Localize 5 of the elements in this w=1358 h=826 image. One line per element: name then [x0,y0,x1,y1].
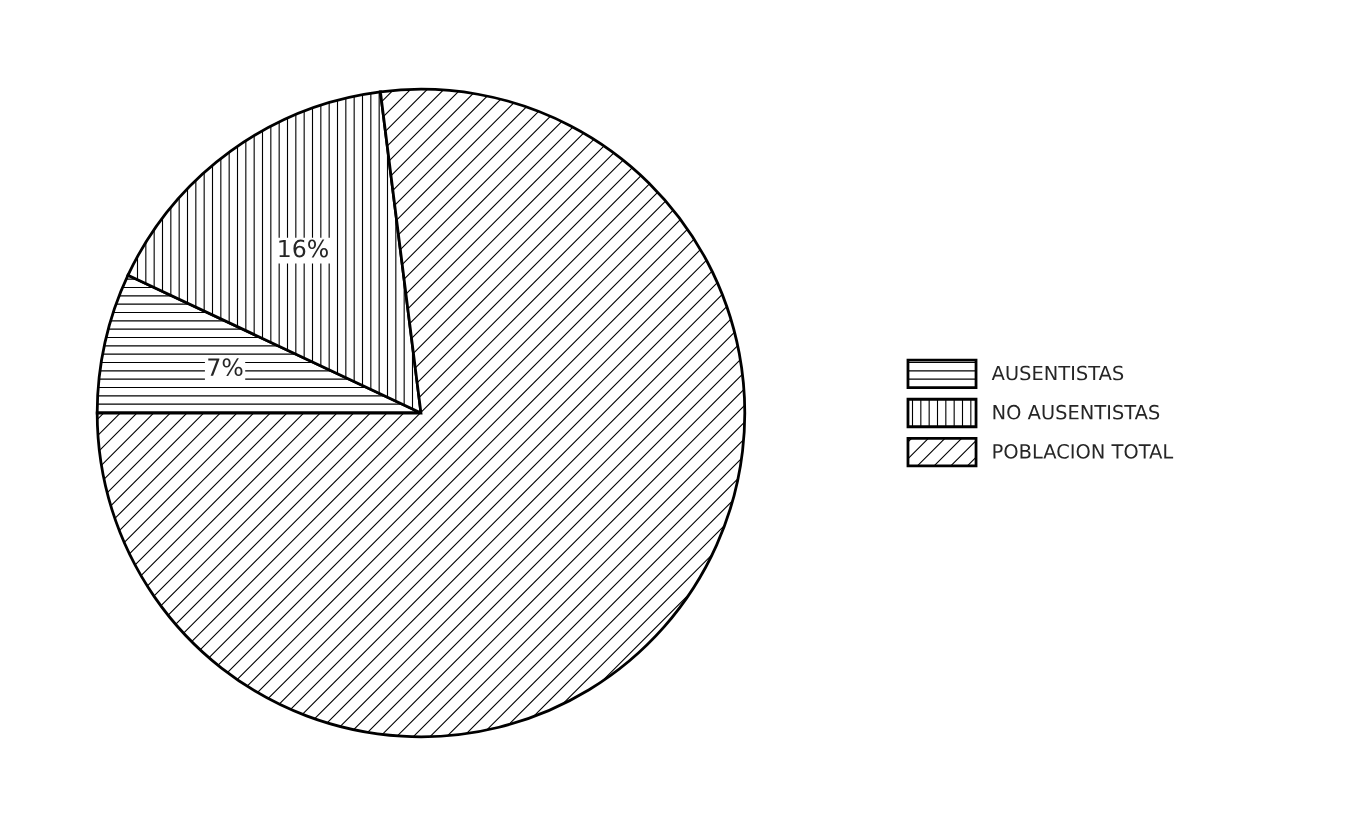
data-label: 7% [208,358,243,377]
legend-label: AUSENTISTAS [991,365,1124,381]
data-label: 16% [279,239,328,258]
legend-label: POBLACION TOTAL [993,444,1174,459]
legend-label: NO AUSENTISTAS [993,404,1160,420]
